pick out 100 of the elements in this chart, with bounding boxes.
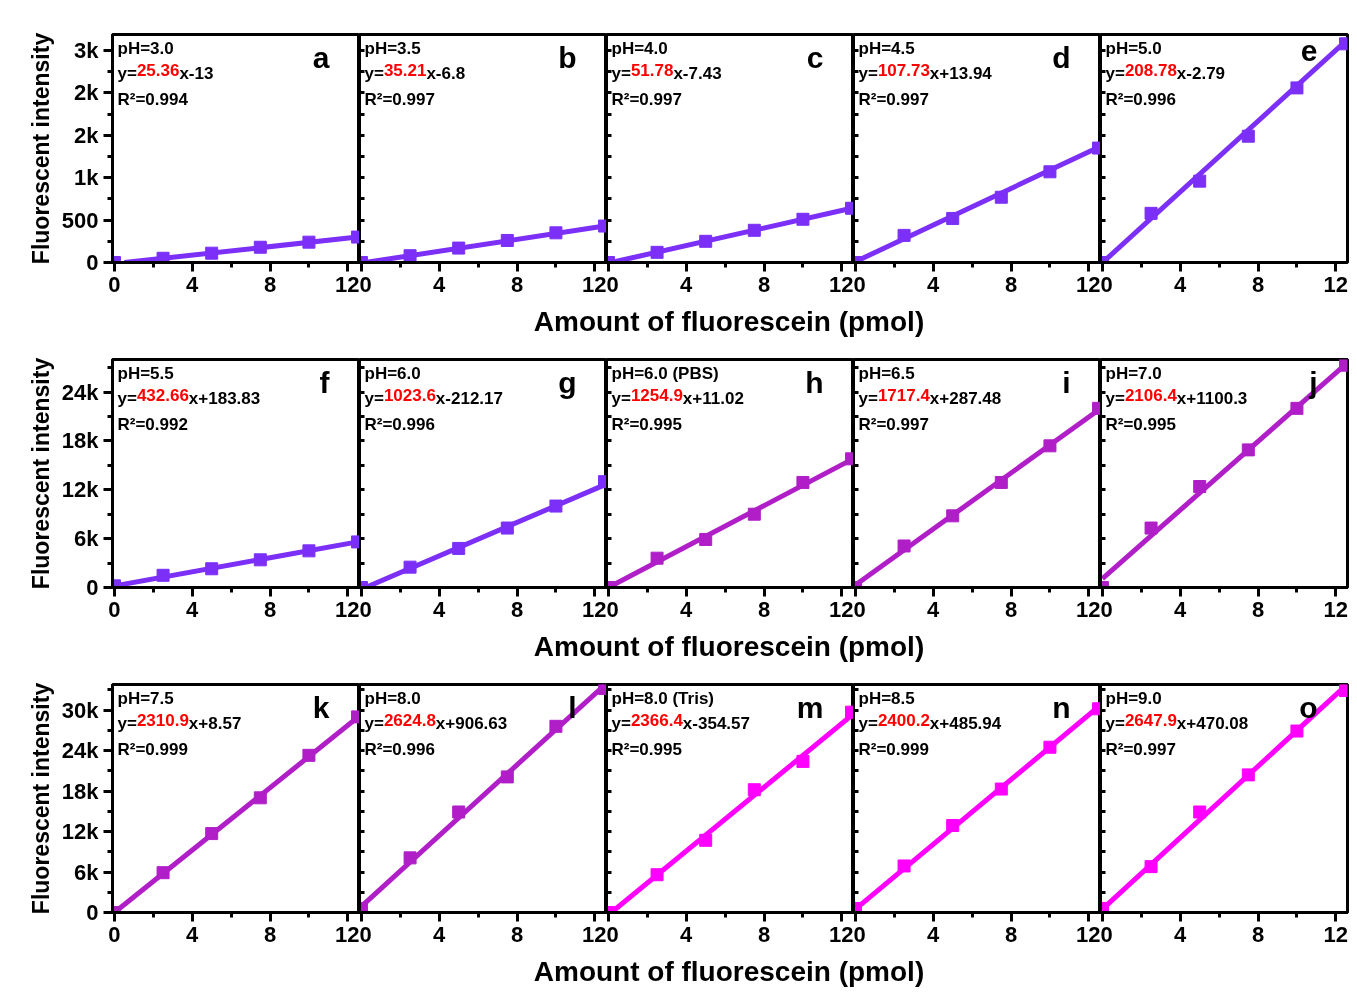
annotation: pH=7.5 (117, 688, 174, 708)
x-tick-label: 8 (510, 921, 524, 947)
annotation: pH=3.0 (117, 38, 174, 58)
annotation: 2366.4 (630, 710, 684, 730)
annotation: x+8.57 (188, 713, 242, 733)
x-tick-label: 4 (680, 271, 694, 297)
y-tick-label: 500 (61, 207, 99, 233)
x-tick-label: 4 (433, 921, 447, 947)
y-tick-label: 30k (61, 697, 100, 723)
annotation: x-2.79 (1176, 63, 1226, 83)
annotation: 2310.9 (136, 710, 189, 730)
annotation: j (1308, 365, 1318, 399)
x-tick-label: 4 (186, 921, 200, 947)
x-tick-label: 0 (108, 921, 121, 947)
y-tick-label: 18k (61, 778, 100, 804)
annotation: pH=6.0 (364, 363, 421, 383)
x-tick-label: 8 (1251, 271, 1265, 297)
x-tick-label: 4 (186, 596, 200, 622)
y-tick-label: 2k (74, 122, 100, 148)
annotation: a (312, 40, 330, 74)
x-tick-label: 8 (1251, 921, 1265, 947)
annotation: R²=0.996 (1105, 89, 1176, 109)
x-axis-title: Amount of fluorescein (pmol) (533, 955, 925, 989)
annotation: pH=8.0 (364, 688, 421, 708)
annotation: R²=0.999 (858, 739, 929, 759)
annotation: y= (364, 713, 384, 733)
x-tick-label: 8 (1004, 596, 1018, 622)
y-tick-label: 2k (74, 80, 100, 106)
x-tick-label: 4 (927, 596, 941, 622)
x-tick-label: 0 (606, 596, 619, 622)
annotation: x+485.94 (929, 713, 1002, 733)
annotation: pH=6.5 (858, 363, 915, 383)
annotation: x+11.02 (682, 388, 744, 408)
x-tick-label: 8 (757, 596, 771, 622)
annotation: R²=0.997 (858, 89, 929, 109)
x-tick-label: 12 (829, 596, 854, 622)
y-tick-label: 0 (86, 575, 99, 600)
y-tick-label: 18k (61, 428, 100, 454)
y-tick-label: 0 (86, 250, 99, 275)
annotation: R²=0.997 (858, 414, 929, 434)
y-tick-label: 0 (86, 900, 99, 925)
annotation: y= (858, 713, 878, 733)
annotation: pH=3.5 (364, 38, 421, 58)
y-axis-title: Fluorescent intensity (27, 682, 54, 915)
annotation: R²=0.995 (611, 414, 682, 434)
annotation: y= (117, 713, 137, 733)
annotation: i (1062, 365, 1071, 399)
annotation: y= (611, 713, 631, 733)
y-tick-label: 3k (74, 38, 100, 64)
annotation: R²=0.994 (117, 89, 189, 109)
annotation: R²=0.996 (364, 739, 435, 759)
x-tick-label: 12 (1076, 921, 1101, 947)
x-tick-label: 12 (582, 271, 607, 297)
annotation: y= (1105, 63, 1125, 83)
y-tick-label: 12k (61, 819, 100, 845)
annotation: y= (611, 63, 631, 83)
x-tick-label: 8 (757, 271, 771, 297)
x-tick-label: 12 (582, 921, 607, 947)
x-tick-label: 12 (1076, 271, 1101, 297)
x-tick-label: 8 (1004, 921, 1018, 947)
annotation: R²=0.997 (364, 89, 435, 109)
annotation: y= (364, 63, 384, 83)
annotation: f (319, 365, 331, 399)
x-tick-label: 4 (186, 271, 200, 297)
x-tick-label: 12 (582, 596, 607, 622)
x-tick-label: 8 (757, 921, 771, 947)
x-tick-label: 12 (1076, 596, 1101, 622)
annotation: R²=0.997 (611, 89, 682, 109)
annotation: 107.73 (877, 60, 930, 80)
annotation: d (1052, 40, 1071, 74)
annotation: y= (117, 63, 137, 83)
annotation: 2400.2 (877, 710, 930, 730)
annotation: 208.78 (1124, 60, 1177, 80)
annotation: x+287.48 (929, 388, 1002, 408)
y-tick-label: 12k (61, 477, 100, 503)
annotation: y= (611, 388, 631, 408)
x-tick-label: 12 (1323, 596, 1349, 622)
x-tick-label: 0 (853, 596, 866, 622)
annotation: y= (858, 388, 878, 408)
x-tick-label: 4 (433, 271, 447, 297)
annotation: k (312, 690, 330, 724)
annotation: 2624.8 (383, 710, 436, 730)
annotation: pH=8.0 (Tris) (611, 688, 715, 708)
annotation: 1717.4 (877, 385, 931, 405)
annotation: x-6.8 (426, 63, 466, 83)
annotation: x-354.57 (682, 713, 750, 733)
x-tick-label: 12 (1323, 271, 1349, 297)
x-tick-label: 4 (1174, 921, 1188, 947)
x-tick-label: 0 (359, 271, 372, 297)
x-tick-label: 4 (927, 921, 941, 947)
annotation: 1023.6 (383, 385, 436, 405)
x-tick-label: 8 (1004, 271, 1018, 297)
annotation: x+183.83 (188, 388, 261, 408)
x-tick-label: 12 (829, 921, 854, 947)
x-tick-label: 12 (335, 596, 360, 622)
x-tick-label: 0 (359, 596, 372, 622)
x-axis-title: Amount of fluorescein (pmol) (533, 305, 925, 339)
annotation: m (796, 690, 824, 724)
annotation: y= (364, 388, 384, 408)
annotation: pH=5.0 (1105, 38, 1162, 58)
